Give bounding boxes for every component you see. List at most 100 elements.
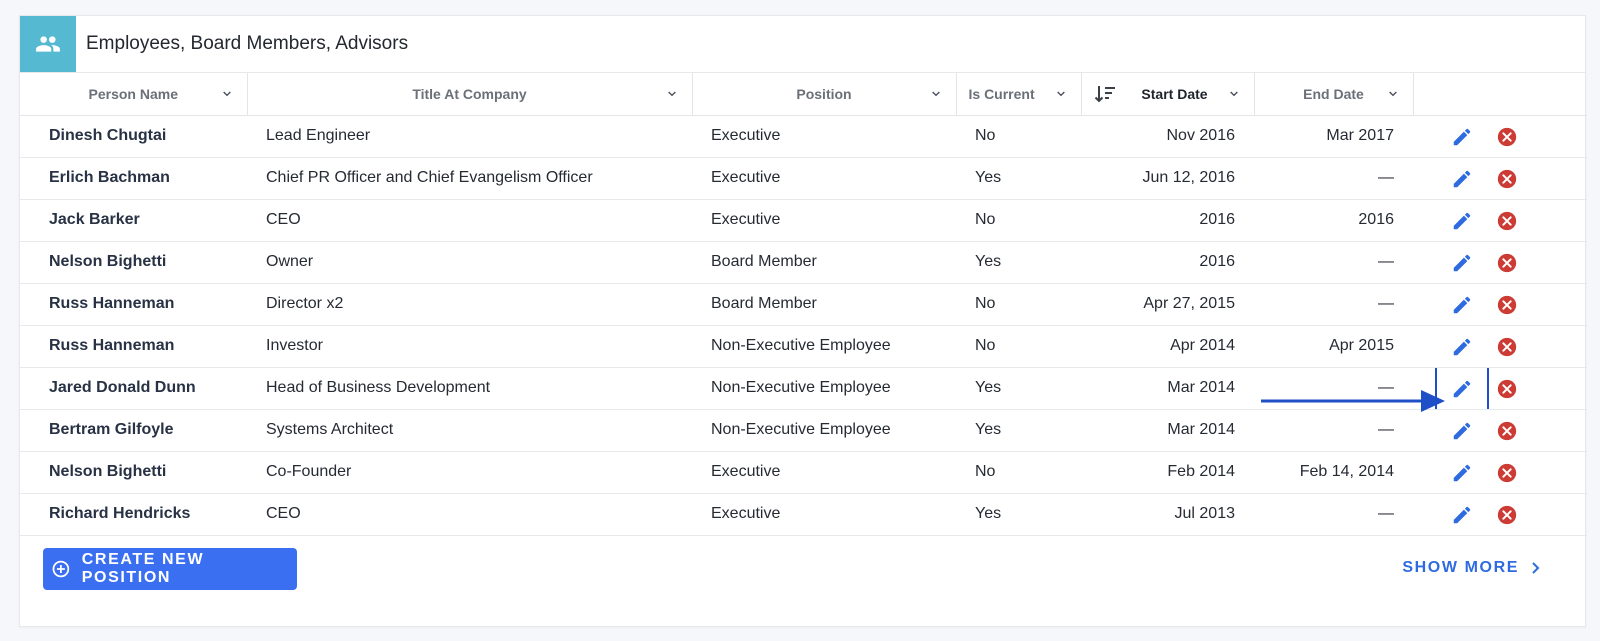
cell-is-current: No	[956, 325, 1081, 368]
create-new-position-button[interactable]: CREATE NEW POSITION	[43, 548, 297, 590]
cell-position: Board Member	[692, 283, 956, 326]
chevron-down-icon[interactable]	[219, 86, 235, 102]
delete-button[interactable]	[1496, 504, 1518, 526]
cell-end-date: —	[1254, 493, 1413, 536]
cell-is-current: No	[956, 199, 1081, 242]
cell-person-name: Erlich Bachman	[20, 157, 247, 200]
delete-button[interactable]	[1496, 336, 1518, 358]
cell-is-current: No	[956, 451, 1081, 494]
pencil-icon	[1453, 170, 1471, 187]
cell-title: Investor	[247, 325, 692, 368]
card-footer: CREATE NEW POSITION SHOW MORE	[20, 528, 1585, 628]
cell-end-date: —	[1254, 157, 1413, 200]
cell-title: CEO	[247, 199, 692, 242]
cell-position: Board Member	[692, 241, 956, 284]
edit-button[interactable]	[1451, 504, 1473, 526]
cell-is-current: Yes	[956, 241, 1081, 284]
table-row: Jared Donald Dunn Head of Business Develo…	[20, 367, 1587, 410]
cell-end-date: 2016	[1254, 199, 1413, 242]
cell-person-name: Jared Donald Dunn	[20, 367, 247, 410]
edit-button[interactable]	[1451, 210, 1473, 232]
cell-title: Owner	[247, 241, 692, 284]
edit-button[interactable]	[1451, 462, 1473, 484]
arrow-annotation	[1261, 390, 1445, 412]
pencil-icon	[1453, 338, 1471, 355]
cell-is-current: Yes	[956, 493, 1081, 536]
delete-button[interactable]	[1496, 168, 1518, 190]
cell-person-name: Russ Hanneman	[20, 325, 247, 368]
show-more-link[interactable]: SHOW MORE	[1402, 559, 1541, 577]
table-row: Jack Barker CEO Executive No 2016 2016	[20, 199, 1587, 242]
delete-button[interactable]	[1496, 378, 1518, 400]
cell-is-current: No	[956, 115, 1081, 158]
delete-button[interactable]	[1496, 210, 1518, 232]
positions-card: Employees, Board Members, Advisors Perso…	[19, 15, 1587, 628]
cell-end-date: —	[1254, 241, 1413, 284]
column-header-start-date[interactable]: Start Date	[1081, 73, 1255, 116]
pencil-icon	[1453, 254, 1471, 271]
delete-button[interactable]	[1496, 420, 1518, 442]
pencil-icon	[1453, 380, 1471, 397]
column-header-is-current[interactable]: Is Current	[956, 73, 1082, 116]
row-actions	[1413, 325, 1587, 368]
pencil-icon	[1453, 296, 1471, 313]
chevron-down-icon[interactable]	[928, 86, 944, 102]
cell-person-name: Nelson Bighetti	[20, 241, 247, 284]
close-circle-icon	[1497, 169, 1517, 188]
cell-start-date: 2016	[1081, 199, 1254, 242]
card-header: Employees, Board Members, Advisors	[20, 16, 1585, 73]
table-row: Bertram Gilfoyle Systems Architect Non-Exe…	[20, 409, 1587, 452]
edit-button[interactable]	[1451, 294, 1473, 316]
cell-start-date: Nov 2016	[1081, 115, 1254, 158]
close-circle-icon	[1497, 127, 1517, 146]
cell-position: Executive	[692, 157, 956, 200]
chevron-down-icon[interactable]	[1053, 86, 1069, 102]
row-actions	[1413, 451, 1587, 494]
column-header-person-name[interactable]: Person Name	[20, 73, 248, 116]
column-header-actions	[1413, 73, 1587, 116]
chevron-down-icon[interactable]	[1226, 86, 1242, 102]
edit-button[interactable]	[1451, 252, 1473, 274]
table-row: Russ Hanneman Director x2 Board Member No Ap…	[20, 283, 1587, 326]
table-row: Erlich Bachman Chief PR Officer and Chief…	[20, 157, 1587, 200]
delete-button[interactable]	[1496, 252, 1518, 274]
delete-button[interactable]	[1496, 126, 1518, 148]
edit-button[interactable]	[1451, 378, 1473, 400]
cell-title: Chief PR Officer and Chief Evangelism Of…	[247, 157, 692, 200]
cell-is-current: Yes	[956, 367, 1081, 410]
pencil-icon	[1453, 464, 1471, 481]
edit-button[interactable]	[1451, 420, 1473, 442]
cell-end-date: Mar 2017	[1254, 115, 1413, 158]
cell-position: Non-Executive Employee	[692, 325, 956, 368]
cell-is-current: Yes	[956, 409, 1081, 452]
pencil-icon	[1453, 506, 1471, 523]
edit-button[interactable]	[1451, 168, 1473, 190]
delete-button[interactable]	[1496, 294, 1518, 316]
cell-position: Non-Executive Employee	[692, 367, 956, 410]
chevron-down-icon[interactable]	[664, 86, 680, 102]
cell-person-name: Russ Hanneman	[20, 283, 247, 326]
row-actions	[1413, 115, 1587, 158]
chevron-right-icon	[1532, 562, 1540, 574]
cell-start-date: Jul 2013	[1081, 493, 1254, 536]
row-actions	[1413, 199, 1587, 242]
cell-title: Co-Founder	[247, 451, 692, 494]
cell-is-current: No	[956, 283, 1081, 326]
column-header-position[interactable]: Position	[692, 73, 957, 116]
close-circle-icon	[1497, 463, 1517, 482]
chevron-down-icon[interactable]	[1385, 86, 1401, 102]
cell-title: Systems Architect	[247, 409, 692, 452]
edit-button[interactable]	[1451, 336, 1473, 358]
column-header-title[interactable]: Title At Company	[247, 73, 693, 116]
cell-is-current: Yes	[956, 157, 1081, 200]
cell-start-date: 2016	[1081, 241, 1254, 284]
cell-position: Executive	[692, 451, 956, 494]
edit-button[interactable]	[1451, 126, 1473, 148]
cell-start-date: Mar 2014	[1081, 367, 1254, 410]
column-header-end-date[interactable]: End Date	[1254, 73, 1414, 116]
sort-descending-icon[interactable]	[1094, 84, 1116, 104]
close-circle-icon	[1497, 421, 1517, 440]
row-actions	[1413, 157, 1587, 200]
delete-button[interactable]	[1496, 462, 1518, 484]
cell-end-date: —	[1254, 409, 1413, 452]
